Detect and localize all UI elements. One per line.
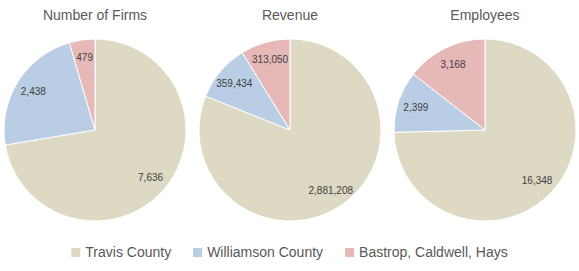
legend-swatch xyxy=(345,248,354,257)
data-label: 2,881,208 xyxy=(309,185,354,196)
pie-slice xyxy=(4,43,95,145)
chart-canvas: Number of Firms 7,636 2,438 479 Revenue 2,881… xyxy=(0,0,579,271)
pie-chart: Revenue 2,881,208 359,434 313,050 xyxy=(199,7,381,221)
pie-chart: Number of Firms 7,636 2,438 479 xyxy=(4,7,186,221)
data-label: 479 xyxy=(76,52,93,63)
data-label: 313,050 xyxy=(252,54,289,65)
data-label: 7,636 xyxy=(138,172,163,183)
legend-item: Travis County xyxy=(71,244,171,260)
pie-slice xyxy=(413,39,485,130)
chart-title: Number of Firms xyxy=(43,7,147,23)
data-label: 2,399 xyxy=(403,102,428,113)
legend-swatch xyxy=(71,248,80,257)
data-label: 359,434 xyxy=(216,78,253,89)
legend-label: Williamson County xyxy=(207,244,323,260)
data-label: 3,168 xyxy=(441,59,466,70)
legend-swatch xyxy=(193,248,202,257)
pie-slice xyxy=(69,39,95,130)
pie-slice xyxy=(199,39,381,221)
pie-chart: Employees 16,348 2,399 3,168 xyxy=(394,7,576,221)
data-label: 16,348 xyxy=(522,175,553,186)
legend-label: Bastrop, Caldwell, Hays xyxy=(359,244,508,260)
legend-item: Williamson County xyxy=(193,244,323,260)
pie-slice xyxy=(394,39,576,221)
chart-title: Employees xyxy=(450,7,519,23)
legend-item: Bastrop, Caldwell, Hays xyxy=(345,244,508,260)
data-label: 2,438 xyxy=(21,86,46,97)
legend-label: Travis County xyxy=(85,244,171,260)
chart-title: Revenue xyxy=(262,7,318,23)
legend: Travis County Williamson County Bastrop, C… xyxy=(71,244,507,260)
